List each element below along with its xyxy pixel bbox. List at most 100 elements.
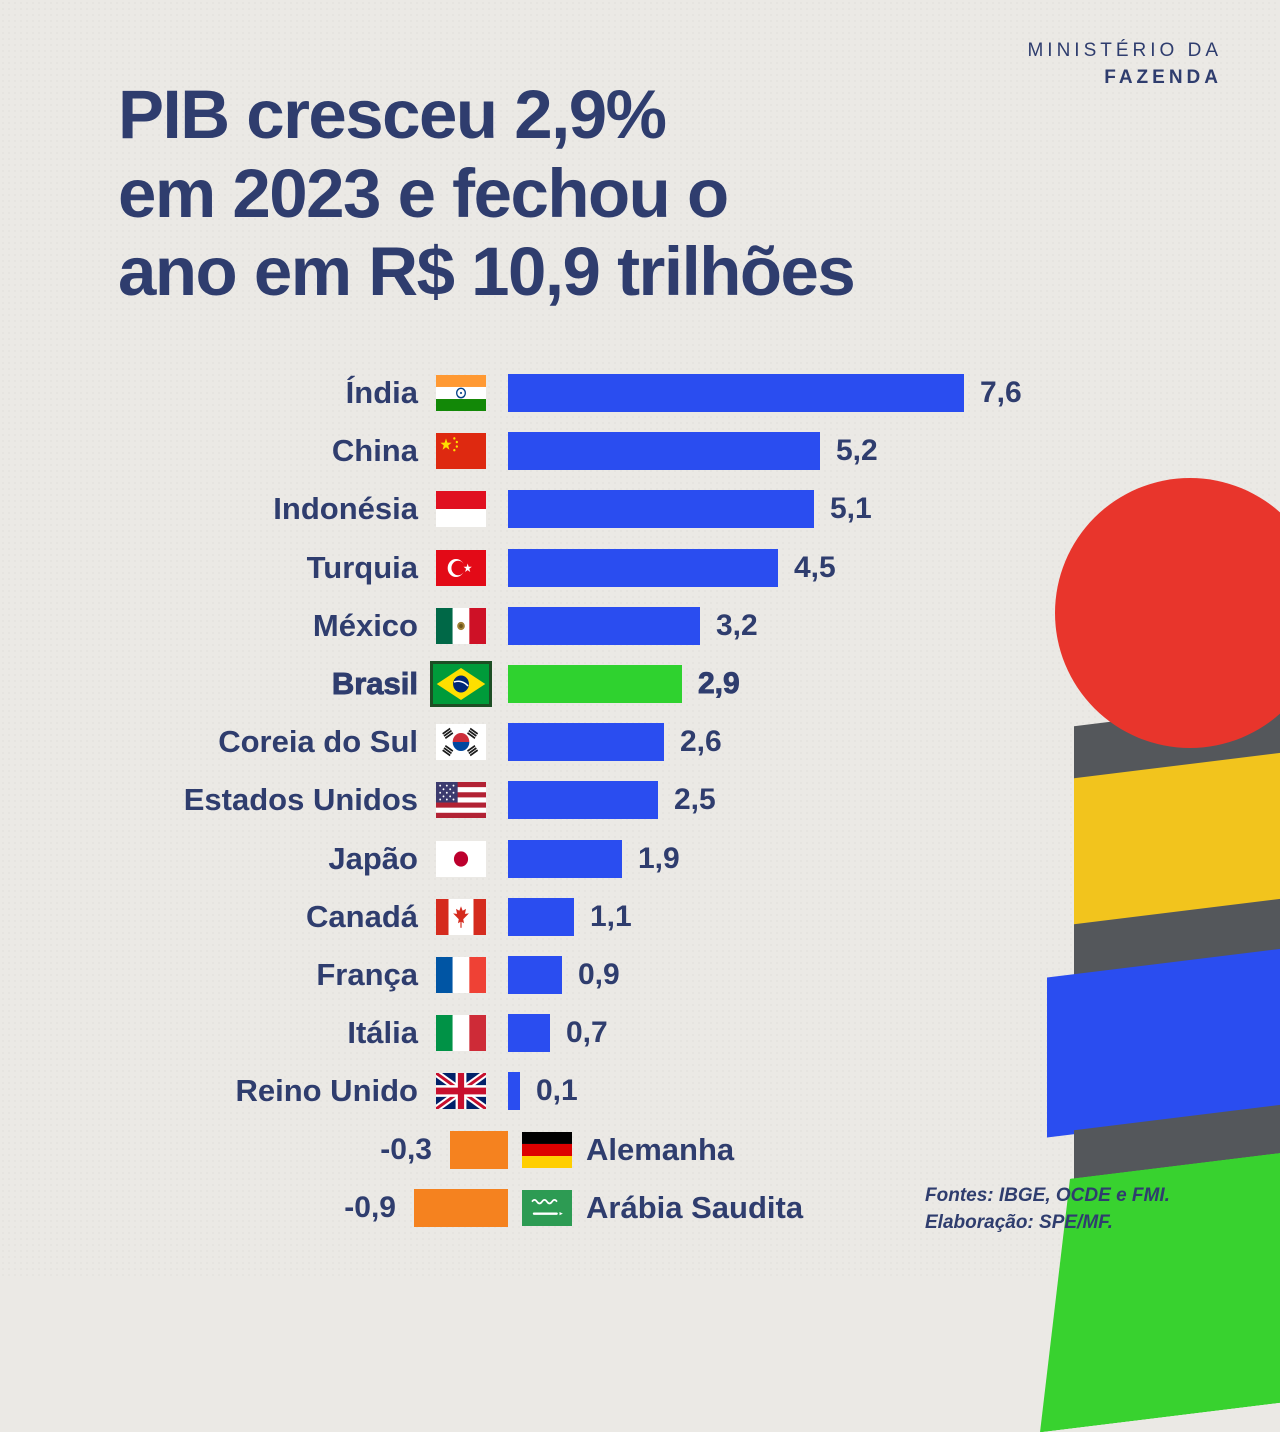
country-label: Alemanha <box>586 1131 735 1167</box>
value-label: -0,9 <box>344 1190 396 1224</box>
country-label: Indonésia <box>273 491 418 527</box>
value-label: 4,5 <box>794 550 836 584</box>
mexico-flag <box>436 607 486 644</box>
value-bar <box>508 374 964 412</box>
country-label: Índia <box>345 375 418 410</box>
value-label: 5,1 <box>830 492 872 526</box>
chart-row: Reino Unido 0,1 <box>0 1062 1280 1120</box>
value-bar <box>508 606 700 645</box>
chart-row: França 0,9 <box>0 946 1280 1004</box>
mexico-flag-icon <box>436 607 486 644</box>
chart-row: Coreia do Sul 2,6 <box>0 713 1280 771</box>
value-bar <box>508 432 820 471</box>
country-label: México <box>312 607 418 643</box>
south-korea-flag-icon <box>436 724 486 761</box>
country-label: China <box>331 433 418 469</box>
france-flag-icon <box>436 957 486 993</box>
chart-row: Itália 0,7 <box>0 1004 1280 1062</box>
brand-line2: FAZENDA <box>1104 67 1222 88</box>
source-line1: Fontes: IBGE, OCDE e FMI. <box>925 1185 1170 1206</box>
value-label: 2,6 <box>680 725 722 759</box>
chart-row: China 5,2 <box>0 422 1280 480</box>
value-bar <box>508 1014 550 1053</box>
value-bar <box>414 1188 508 1227</box>
value-bar <box>508 723 664 762</box>
turkey-flag-icon <box>436 549 486 586</box>
japan-flag-icon <box>436 840 486 877</box>
country-label: França <box>316 957 418 992</box>
value-label: 2,9 <box>698 667 741 701</box>
value-label: 0,1 <box>536 1074 578 1108</box>
value-bar <box>508 665 682 703</box>
chart-row: Indonésia 5,1 <box>0 480 1280 538</box>
japan-flag <box>436 840 486 877</box>
brazil-flag-icon <box>433 664 489 704</box>
brazil-flag <box>433 664 489 704</box>
value-bar <box>508 490 814 529</box>
title-line2: em 2023 e fechou o <box>118 154 729 232</box>
canada-flag-icon <box>436 898 486 935</box>
decorative-microphone <box>1050 478 1280 1414</box>
country-label: Turquia <box>306 549 418 585</box>
turkey-flag <box>436 549 486 586</box>
saudi-arabia-flag-icon <box>522 1189 572 1226</box>
uk-flag <box>436 1073 486 1110</box>
title-line1: PIB cresceu 2,9% <box>118 76 667 153</box>
country-label: Itália <box>347 1015 418 1051</box>
country-label: Reino Unido <box>235 1073 418 1109</box>
value-label: 2,5 <box>674 783 716 817</box>
country-label: Japão <box>328 840 418 876</box>
value-label: 3,2 <box>716 608 758 642</box>
italy-flag-icon <box>436 1015 486 1052</box>
indonesia-flag-icon <box>436 491 486 528</box>
country-label: Brasil <box>331 666 418 702</box>
brand-logo: MINISTÉRIO DA FAZENDA <box>1027 40 1222 89</box>
chart-row: México 3,2 <box>0 597 1280 655</box>
source-note: Fontes: IBGE, OCDE e FMI. Elaboração: SP… <box>925 1183 1170 1236</box>
canada-flag <box>436 898 486 935</box>
country-label: Coreia do Sul <box>218 724 418 760</box>
value-bar <box>508 1072 520 1111</box>
value-label: 0,7 <box>566 1016 608 1050</box>
value-label: 7,6 <box>980 376 1022 409</box>
chart-row: Japão 1,9 <box>0 830 1280 888</box>
india-flag <box>436 375 486 411</box>
chart-row: -0,3 Alemanha <box>0 1121 1280 1179</box>
chart-row: Turquia 4,5 <box>0 539 1280 597</box>
chart-row: Brasil 2,9 <box>0 655 1280 713</box>
usa-flag-icon <box>436 782 486 819</box>
usa-flag <box>436 782 486 819</box>
country-label: Canadá <box>306 898 418 934</box>
value-bar <box>508 839 622 878</box>
value-label: 1,9 <box>638 841 680 875</box>
uk-flag-icon <box>436 1073 486 1110</box>
brand-line1: MINISTÉRIO DA <box>1027 40 1222 61</box>
saudi-arabia-flag <box>522 1189 572 1226</box>
bar-chart: Índia 7,6 China 5,2 Indonésia 5,1 Turquia 4,5 Mé… <box>0 364 1280 1249</box>
south-korea-flag <box>436 724 486 761</box>
china-flag <box>436 433 486 470</box>
france-flag <box>436 957 486 993</box>
value-bar <box>450 1130 508 1169</box>
germany-flag <box>522 1131 572 1168</box>
chart-row: -0,9 Arábia Saudita <box>0 1179 1280 1237</box>
value-bar <box>508 548 778 587</box>
value-label: -0,3 <box>380 1132 432 1166</box>
source-line2: Elaboração: SPE/MF. <box>925 1211 1113 1233</box>
value-label: 5,2 <box>836 434 878 468</box>
china-flag-icon <box>436 433 486 470</box>
value-label: 1,1 <box>590 899 632 933</box>
country-label: Estados Unidos <box>183 782 418 818</box>
value-label: 0,9 <box>578 958 620 991</box>
value-bar <box>508 781 658 820</box>
mic-red-circle <box>1055 478 1280 748</box>
value-bar <box>508 956 562 994</box>
india-flag-icon <box>436 375 486 411</box>
chart-row: Índia 7,6 <box>0 364 1280 422</box>
page-title: PIB cresceu 2,9% em 2023 e fechou o ano … <box>118 76 856 312</box>
italy-flag <box>436 1015 486 1052</box>
chart-row: Estados Unidos 2,5 <box>0 771 1280 829</box>
country-label: Arábia Saudita <box>586 1189 804 1225</box>
value-bar <box>508 897 574 936</box>
title-line3: ano em R$ 10,9 trilhões <box>118 233 856 311</box>
